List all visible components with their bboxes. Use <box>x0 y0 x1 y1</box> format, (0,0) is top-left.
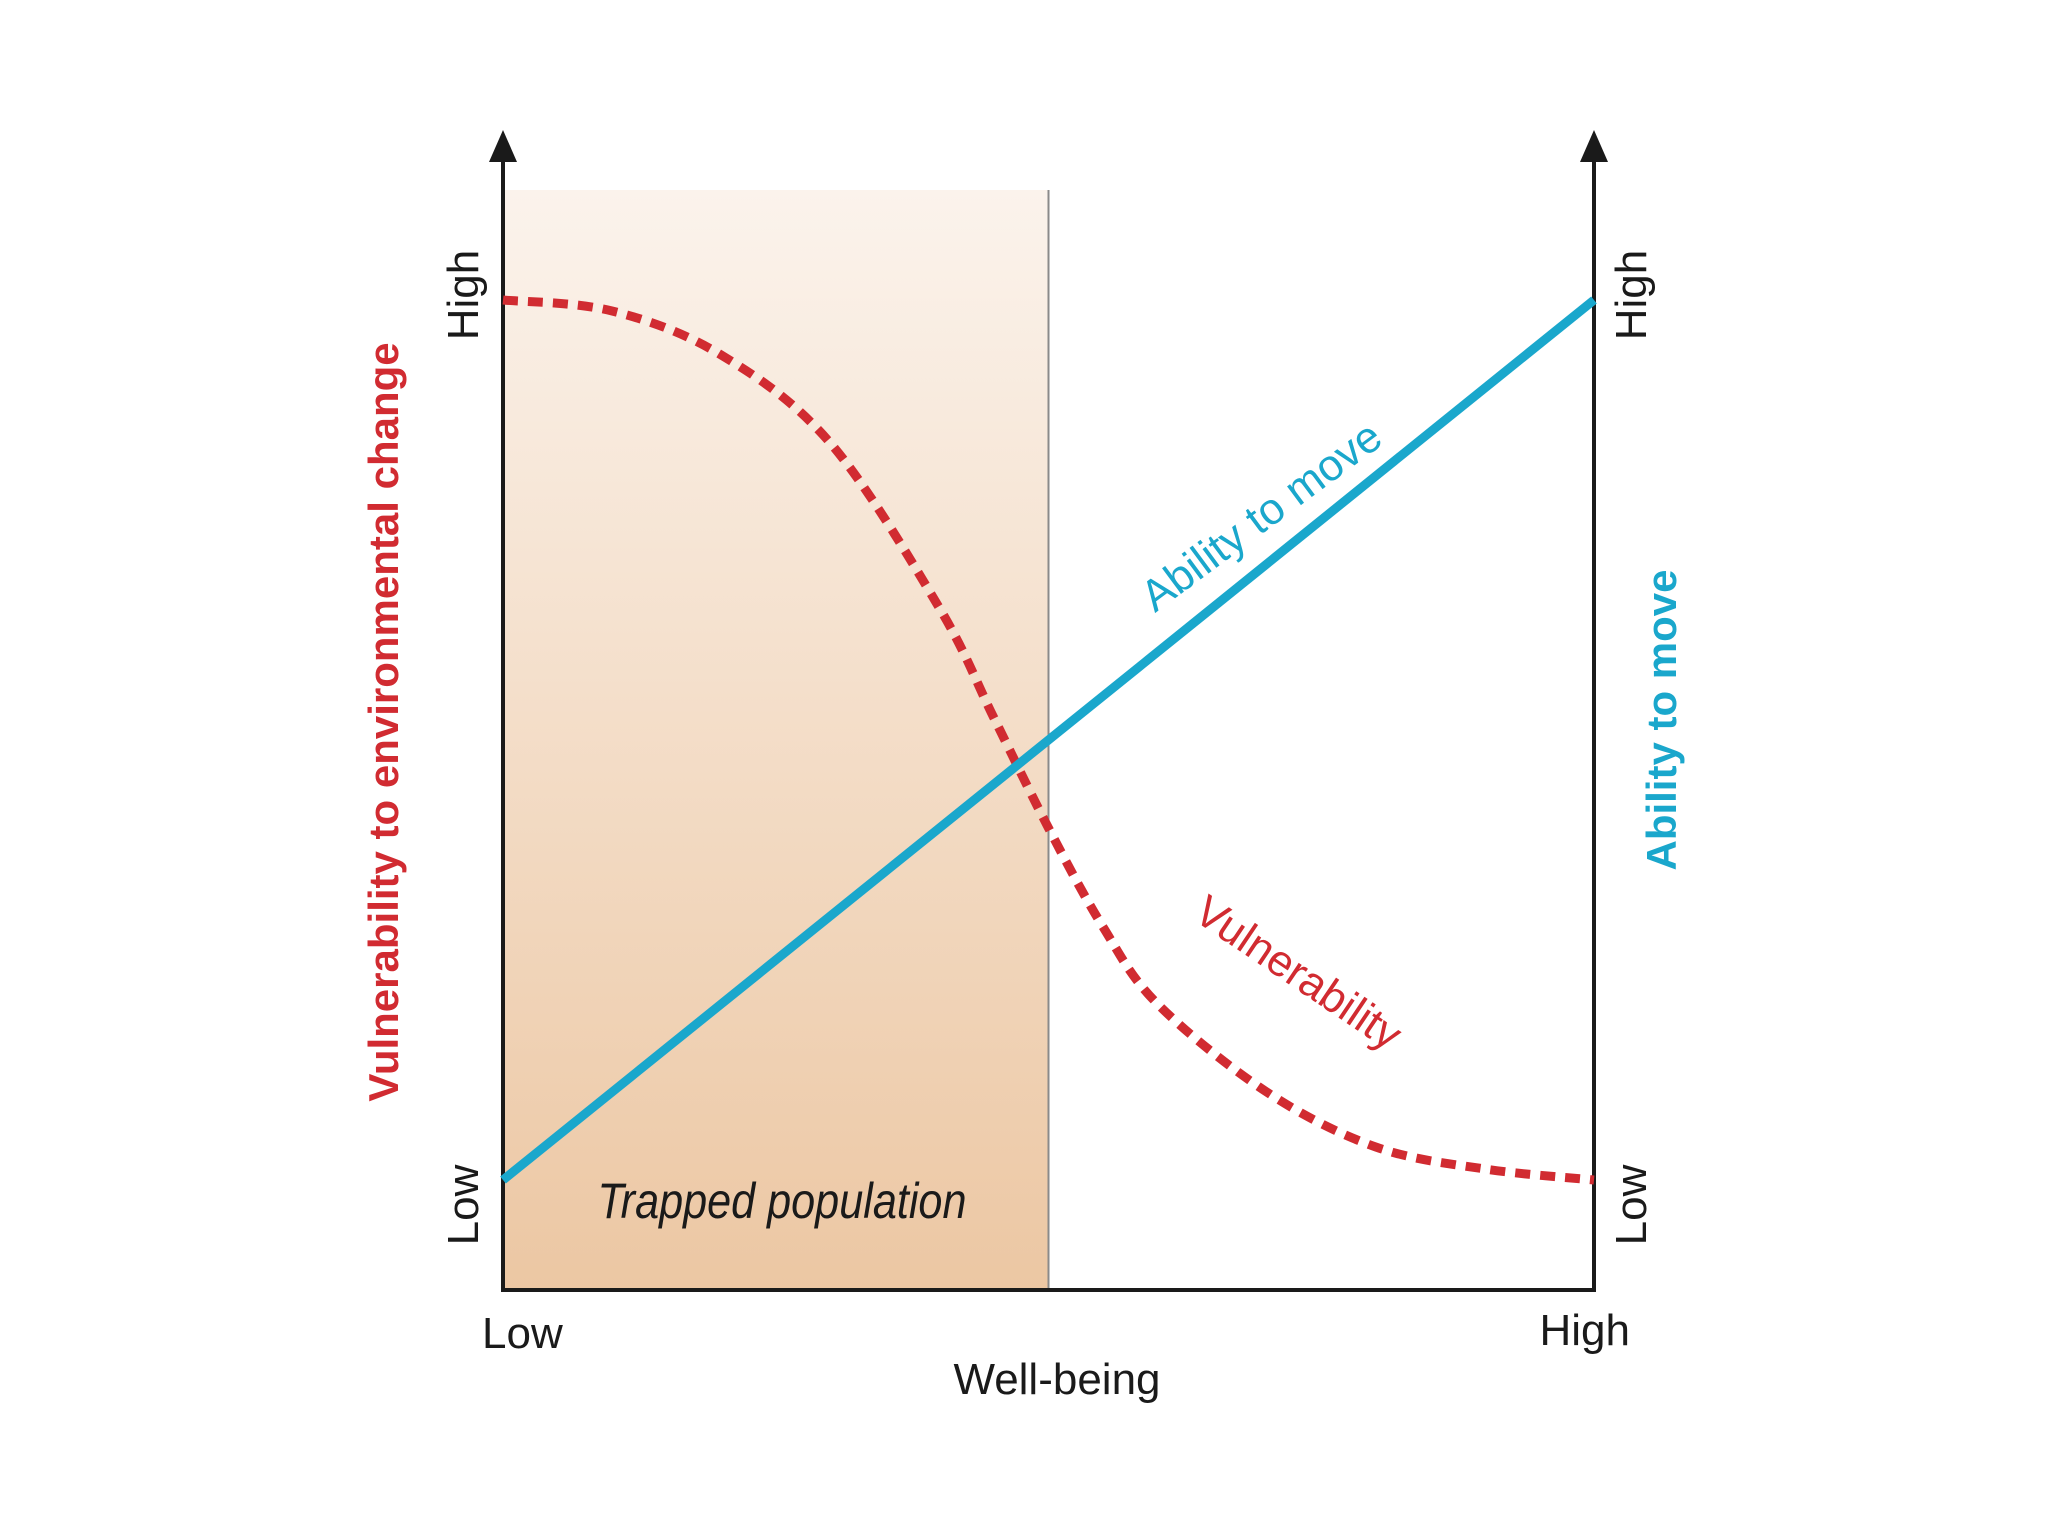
left-y-tick-low: Low <box>439 1164 488 1245</box>
right-y-axis-title: Ability to move <box>1638 569 1685 870</box>
ability-series-label: Ability to move <box>1132 412 1391 622</box>
left-y-tick-high: High <box>439 250 488 341</box>
right-axis-arrow-icon <box>1580 130 1608 162</box>
left-y-axis-title: Vulnerability to environmental change <box>360 342 407 1101</box>
x-tick-high: High <box>1540 1306 1631 1355</box>
right-y-tick-low: Low <box>1607 1164 1656 1245</box>
vulnerability-series-label: Vulnerability <box>1186 886 1411 1060</box>
trapped-population-region <box>503 190 1049 1290</box>
trapped-population-label: Trapped population <box>598 1173 967 1229</box>
vulnerability-series-line <box>502 295 1595 1185</box>
left-axis-arrow-icon <box>489 130 517 162</box>
ability-series-line <box>500 296 1597 1184</box>
right-y-tick-high: High <box>1607 250 1656 341</box>
x-axis-title: Well-being <box>953 1355 1160 1404</box>
x-tick-low: Low <box>482 1309 563 1358</box>
